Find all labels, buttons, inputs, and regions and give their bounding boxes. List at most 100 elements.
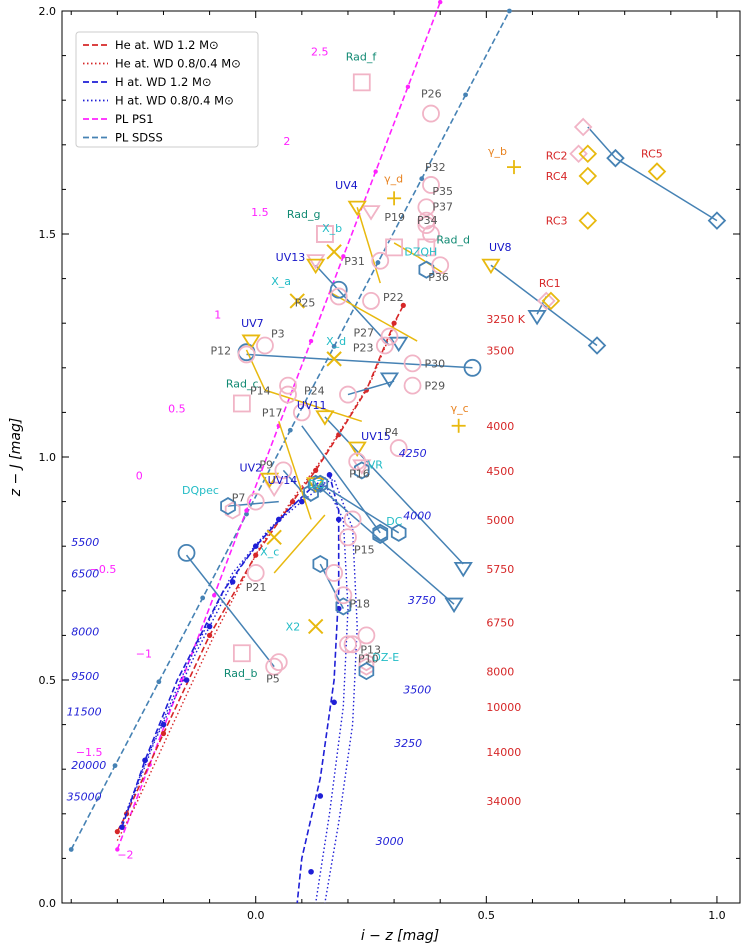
- he-track-node: [290, 499, 296, 505]
- he-temperature-label: 3250 K: [486, 313, 525, 326]
- legend-label: H at. WD 1.2 M⊙: [115, 75, 212, 89]
- steel-circle-marker: [463, 358, 482, 377]
- h-1.2-track: [121, 473, 340, 904]
- he-track-node: [400, 302, 406, 308]
- ps1-node: [212, 593, 217, 598]
- point-label: P29: [425, 380, 446, 393]
- he-track-node: [313, 467, 319, 473]
- point-p23-marker: [375, 336, 394, 355]
- h-temperature-label: 3500: [403, 683, 431, 696]
- point-label: DQpec: [182, 484, 219, 497]
- legend-box: [75, 31, 259, 148]
- ps1-index-label: −1: [136, 648, 152, 661]
- connector-steel: [615, 157, 718, 222]
- point-rc2-marker: [578, 144, 598, 163]
- h-temperature-label: 20000: [71, 759, 106, 772]
- point-vr-marker: [353, 461, 370, 480]
- he-track-node: [253, 552, 259, 558]
- point-dzqh-marker: [418, 260, 435, 279]
- steel-circle-marker: [329, 280, 348, 299]
- h-track-node: [308, 868, 314, 875]
- point-label: P35: [432, 185, 453, 198]
- h-temperature-label: 4000: [403, 509, 431, 522]
- point-label: X_b: [322, 222, 342, 235]
- point-label: DZ-E: [372, 651, 399, 664]
- pink-circle-marker: [279, 376, 297, 395]
- pink-square-marker: [385, 238, 403, 257]
- point-uv7-marker: [241, 334, 261, 350]
- point-uv13-marker: [306, 258, 326, 275]
- point-label: Rad_b: [224, 667, 258, 680]
- ps1-node: [341, 254, 346, 259]
- point-label: UV14: [268, 474, 298, 487]
- point-p7-marker: [246, 492, 265, 511]
- point-p35-marker: [417, 198, 436, 217]
- sdss-node: [463, 92, 468, 98]
- point-label: P13: [360, 643, 381, 656]
- point-label: RC4: [546, 170, 568, 183]
- point-p3-marker: [256, 336, 274, 355]
- pink-circle-marker: [343, 510, 362, 529]
- point-p19-marker: [417, 216, 436, 234]
- h-track-node: [275, 516, 282, 523]
- steel-diamond-marker: [587, 336, 607, 355]
- point-radb-marker: [232, 644, 251, 663]
- point-p27-marker: [380, 327, 399, 346]
- h-track-node: [183, 677, 190, 683]
- y-tick-label: 2.0: [39, 5, 57, 18]
- steel-hexagon-marker: [312, 554, 329, 574]
- sdss-node: [506, 8, 512, 14]
- pink-diamond-marker: [569, 144, 588, 163]
- point-xb-marker-b: [326, 244, 342, 260]
- sdss-node: [68, 847, 74, 852]
- point-xc-marker-b: [266, 529, 282, 545]
- sdss-node: [419, 176, 425, 182]
- he-temperature-label: 8000: [486, 666, 514, 679]
- point-label: DZ: [308, 478, 324, 491]
- point-radd-marker: [417, 238, 436, 257]
- connector-steel: [185, 554, 275, 668]
- point-p25-marker: [329, 287, 348, 306]
- point-label: Rad_d: [436, 233, 470, 246]
- steel-triangle-down-marker: [379, 372, 400, 388]
- point-label: P15: [354, 543, 375, 556]
- ps1-node: [373, 169, 378, 174]
- point-uv11-marker: [315, 410, 335, 426]
- legend-label: He at. WD 1.2 M⊙: [115, 38, 219, 52]
- point-x2-marker: [307, 618, 324, 635]
- pink-circle-marker: [269, 653, 288, 672]
- point-p13-marker: [357, 626, 376, 645]
- point-label: P18: [349, 597, 370, 610]
- point-label: P34: [417, 214, 438, 227]
- point-label: P10: [358, 652, 379, 665]
- plot-frame: [61, 10, 741, 904]
- point-radc-marker: [232, 394, 251, 413]
- he-track-node: [391, 320, 397, 326]
- point-label: Rad_g: [287, 208, 321, 221]
- point-label: UV4: [335, 179, 358, 192]
- point-uv8-marker: [481, 258, 501, 275]
- point-label: γ_b: [488, 145, 507, 158]
- connector-yellow: [245, 349, 266, 391]
- point-label: γ_c: [451, 402, 469, 415]
- he-0.8-track: [116, 314, 400, 841]
- h-temperature-label: 3750: [408, 594, 436, 607]
- point-p9-marker: [274, 461, 293, 480]
- h-temperature-label: 35000: [67, 790, 102, 803]
- h-track-node: [229, 579, 236, 585]
- point-b-marker: [507, 160, 521, 175]
- pink-triangle-down-marker: [264, 481, 284, 498]
- he-temperature-label: 4500: [486, 465, 514, 478]
- point-label: UV2: [240, 461, 263, 474]
- point-p18-marker: [334, 586, 353, 605]
- pink-triangle-down-marker: [306, 254, 326, 270]
- h-track-node: [252, 543, 259, 549]
- point-p22-marker: [362, 291, 380, 310]
- ps1-node: [244, 508, 249, 513]
- point-label: X_d: [326, 335, 346, 348]
- point-c-marker: [451, 418, 466, 433]
- connector-yellow: [273, 514, 326, 574]
- point-label: X_c: [260, 545, 279, 558]
- point-p16-marker: [348, 452, 367, 471]
- he-temperature-label: 10000: [486, 701, 521, 714]
